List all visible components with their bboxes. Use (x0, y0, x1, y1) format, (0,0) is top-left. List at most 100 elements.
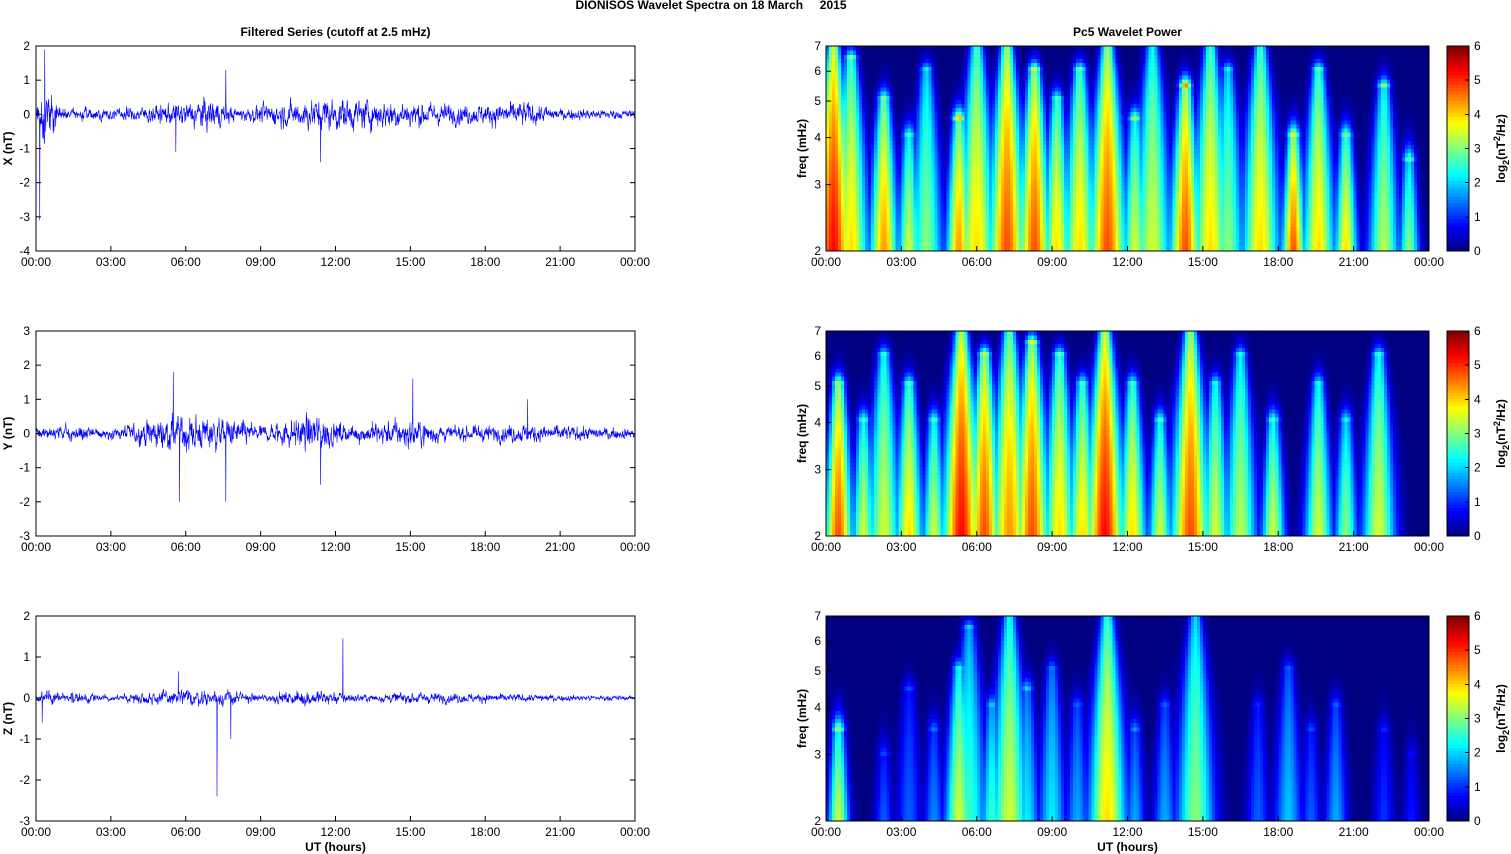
heatmap-cell (835, 234, 839, 240)
heatmap-cell (853, 185, 857, 191)
heatmap-cell (841, 148, 845, 154)
heatmap-cell (925, 62, 930, 68)
heatmap-cell (862, 46, 866, 51)
heatmap-cell (952, 128, 957, 133)
heatmap-cell (877, 132, 881, 137)
heatmap-cell (904, 54, 909, 59)
heatmap-cell (829, 152, 833, 158)
heatmap-cell (910, 66, 915, 72)
heatmap-cell (856, 218, 860, 223)
heatmap-cell (844, 115, 848, 121)
heatmap-cell (925, 46, 930, 51)
heatmap-cell (910, 132, 915, 137)
heatmap-cell (829, 193, 833, 199)
heatmap-cell (838, 226, 842, 232)
heatmap-cell (862, 99, 866, 104)
heatmap-cell (934, 103, 939, 109)
heatmap-cell (901, 181, 905, 186)
heatmap-cell (883, 156, 887, 162)
heatmap-cell (922, 50, 927, 55)
heatmap-cell (943, 189, 948, 195)
heatmap-cell (886, 246, 890, 252)
heatmap-cell (889, 177, 893, 182)
heatmap-cell (916, 46, 921, 51)
heatmap-cell (913, 230, 918, 236)
heatmap-cell (826, 107, 830, 113)
heatmap-cell (904, 234, 909, 240)
heatmap-cell (895, 107, 899, 113)
heatmap-cell (853, 99, 857, 104)
heatmap-cell (841, 201, 845, 207)
heatmap-cell (949, 210, 954, 215)
heatmap-cell (886, 70, 890, 76)
heatmap-cell (826, 164, 830, 170)
heatmap-cell (877, 197, 881, 203)
heatmap-cell (946, 58, 951, 63)
heatmap-cell (868, 62, 872, 68)
heatmap-cell (880, 246, 884, 252)
heatmap-cell (877, 222, 881, 227)
heatmap-cell (901, 103, 905, 109)
heatmap-cell (856, 164, 860, 170)
heatmap-cell (856, 169, 860, 174)
heatmap-cell (910, 197, 915, 203)
heatmap-cell (922, 54, 927, 59)
heatmap-cell (928, 50, 933, 55)
heatmap-cell (877, 119, 881, 125)
heatmap-cell (877, 205, 881, 211)
heatmap-cell (853, 78, 857, 84)
heatmap-cell (829, 160, 833, 166)
heatmap-cell (865, 123, 869, 129)
heatmap-cell (913, 132, 918, 137)
heatmap-cell (892, 123, 896, 129)
heatmap-cell (874, 66, 878, 72)
heatmap-cell (889, 230, 893, 236)
heatmap-cell (931, 177, 936, 182)
series-x-y-tick-label: -4 (19, 244, 30, 258)
series-x-title: Filtered Series (cutoff at 2.5 mHz) (240, 25, 430, 39)
heatmap-cell (925, 54, 930, 59)
heatmap-cell (868, 218, 872, 223)
heatmap-cell (826, 62, 830, 68)
heatmap-cell (871, 246, 875, 252)
heatmap-cell (931, 132, 936, 137)
heatmap-cell (874, 140, 878, 145)
heatmap-cell (838, 164, 842, 170)
heatmap-cell (850, 136, 854, 141)
heatmap-cell (868, 234, 872, 240)
heatmap-cell (919, 214, 924, 219)
heatmap-cell (835, 46, 839, 51)
heatmap-cell (895, 46, 899, 51)
heatmap-cell (949, 226, 954, 232)
heatmap-cell (904, 193, 909, 199)
heatmap-cell (937, 210, 942, 215)
heatmap-cell (952, 119, 957, 125)
heatmap-cell (904, 160, 909, 166)
heatmap-cell (841, 214, 845, 219)
heatmap-cell (889, 210, 893, 215)
heatmap-cell (952, 132, 957, 137)
heatmap-cell (910, 128, 915, 133)
heatmap-cell (877, 234, 881, 240)
heatmap-cell (883, 201, 887, 207)
heatmap-cell (904, 181, 909, 186)
heatmap-cell (943, 160, 948, 166)
heatmap-cell (937, 152, 942, 158)
heatmap-cell (844, 152, 848, 158)
heatmap-cell (844, 189, 848, 195)
heatmap-cell (895, 214, 899, 219)
heatmap-cell (940, 82, 945, 88)
heatmap-cell (871, 173, 875, 178)
heatmap-cell (946, 169, 951, 174)
heatmap-cell (838, 214, 842, 219)
heatmap-cell (862, 156, 866, 162)
heatmap-cell (943, 201, 948, 207)
heatmap-cell (952, 177, 957, 182)
heatmap-cell (829, 136, 833, 141)
heatmap-cell (886, 181, 890, 186)
heatmap-cell (874, 62, 878, 68)
heatmap-cell (847, 189, 851, 195)
heatmap-cell (889, 201, 893, 207)
heatmap-cell (922, 91, 927, 96)
heatmap-cell (847, 111, 851, 117)
